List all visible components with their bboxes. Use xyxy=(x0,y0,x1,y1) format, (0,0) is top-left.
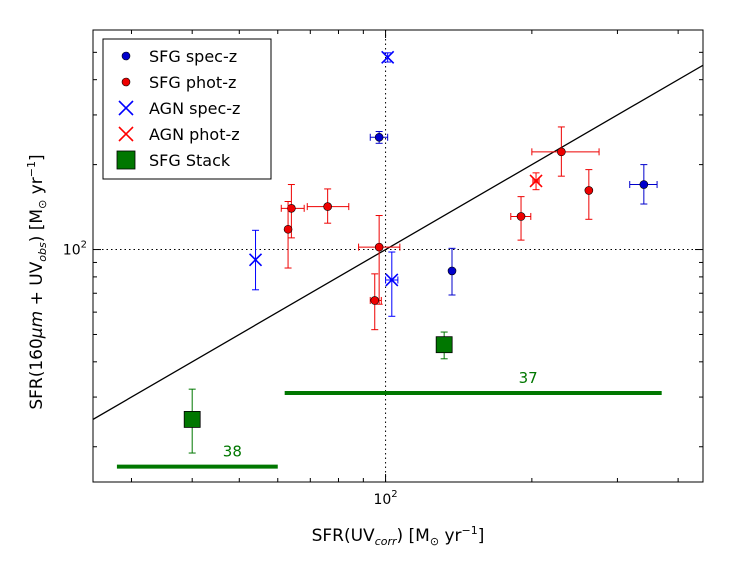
series-sfg-phot-z xyxy=(280,126,600,331)
data-point xyxy=(374,132,384,142)
series-agn-spec-z xyxy=(248,50,399,317)
data-point xyxy=(639,180,649,189)
axis-label-part: + UV xyxy=(27,261,47,310)
axis-label-part: ) [M xyxy=(27,209,47,242)
axis-label-part: ] xyxy=(478,526,485,546)
x-axis-label: SFR(UVcorr) [M⊙ yr−1] xyxy=(312,524,485,548)
data-point xyxy=(557,147,566,157)
axis-label-part: SFR(160 xyxy=(27,338,47,409)
axis-label-part: yr xyxy=(27,177,47,199)
axis-label-part: corr xyxy=(375,535,398,548)
data-point xyxy=(183,411,201,428)
axis-label-part: −1 xyxy=(25,161,38,177)
axis-label-part: ⊙ xyxy=(36,200,49,209)
data-point xyxy=(516,212,526,221)
y-axis-label: SFR(160μm + UVobs) [M⊙ yr−1] xyxy=(25,154,49,409)
x-tick-label: 102 xyxy=(373,489,397,508)
data-point-stroke xyxy=(381,50,395,64)
axis-label-part: μm xyxy=(27,311,47,339)
data-point xyxy=(370,296,380,305)
data-point xyxy=(529,174,543,188)
axis-label-part: −1 xyxy=(462,524,478,537)
data-point xyxy=(584,186,594,195)
one-to-one-line xyxy=(93,64,703,420)
data-point-stroke xyxy=(529,174,543,188)
axis-label-part: ⊙ xyxy=(430,535,439,548)
legend-entry: AGN spec-z xyxy=(118,99,240,118)
data-point xyxy=(248,253,263,267)
legend-marker xyxy=(118,126,134,142)
legend-label: AGN phot-z xyxy=(149,125,240,144)
axis-label-part: ] xyxy=(27,154,47,161)
plot-frame xyxy=(92,29,704,483)
data-point xyxy=(323,202,332,211)
data-point xyxy=(381,50,395,64)
axis-label-part: ) [M xyxy=(397,526,430,546)
data-point-stroke xyxy=(248,253,263,267)
legend: SFG spec-z SFG phot-z AGN spec-z AGN phot-z… xyxy=(102,38,272,180)
data-point xyxy=(385,273,399,287)
data-point xyxy=(374,242,384,252)
legend-label: AGN spec-z xyxy=(149,99,240,118)
data-point xyxy=(287,204,296,213)
legend-marker xyxy=(121,77,131,87)
range-bar-label: 38 xyxy=(223,443,242,461)
legend-entry: SFG spec-z xyxy=(121,47,237,66)
series-sfg-spec-z xyxy=(369,131,658,296)
axis-label-part: yr xyxy=(439,526,461,546)
tick-base: 10 xyxy=(63,243,81,259)
plot-inner: 38 37 xyxy=(93,30,703,482)
data-point xyxy=(435,336,453,354)
data-point xyxy=(447,266,457,276)
legend-label: SFG spec-z xyxy=(149,47,237,66)
legend-label: SFG phot-z xyxy=(149,73,236,92)
legend-entry: SFG phot-z xyxy=(121,73,236,92)
legend-marker xyxy=(116,150,136,170)
legend-entry: AGN phot-z xyxy=(118,125,240,144)
series-sfg-stack xyxy=(183,331,453,454)
tick-exponent: 2 xyxy=(81,240,87,251)
legend-marker xyxy=(118,100,134,116)
tick-base: 10 xyxy=(373,492,391,508)
data-point xyxy=(283,224,293,234)
legend-entry: SFG Stack xyxy=(116,150,231,170)
series-agn-phot-z xyxy=(529,172,543,191)
axis-label-part: obs xyxy=(36,242,49,262)
tick-exponent: 2 xyxy=(391,489,397,500)
y-tick-label: 102 xyxy=(63,240,87,259)
legend-marker xyxy=(121,51,131,61)
legend-label: SFG Stack xyxy=(149,151,231,170)
data-point-stroke xyxy=(385,273,399,287)
range-bar-label: 37 xyxy=(519,369,538,387)
axis-label-part: SFR(UV xyxy=(312,526,375,546)
